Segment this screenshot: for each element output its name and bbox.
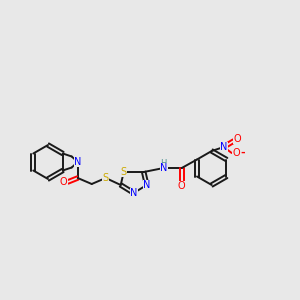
Text: N: N: [160, 163, 167, 173]
Text: O: O: [60, 177, 68, 187]
Text: N: N: [130, 188, 137, 198]
Text: N: N: [74, 157, 81, 167]
Text: O: O: [233, 148, 241, 158]
Text: N: N: [143, 180, 150, 190]
Text: N: N: [220, 142, 227, 152]
Text: S: S: [103, 173, 109, 183]
Text: H: H: [160, 158, 167, 167]
Text: O: O: [178, 181, 185, 191]
Text: -: -: [240, 148, 245, 158]
Text: S: S: [121, 167, 127, 177]
Text: O: O: [234, 134, 242, 144]
